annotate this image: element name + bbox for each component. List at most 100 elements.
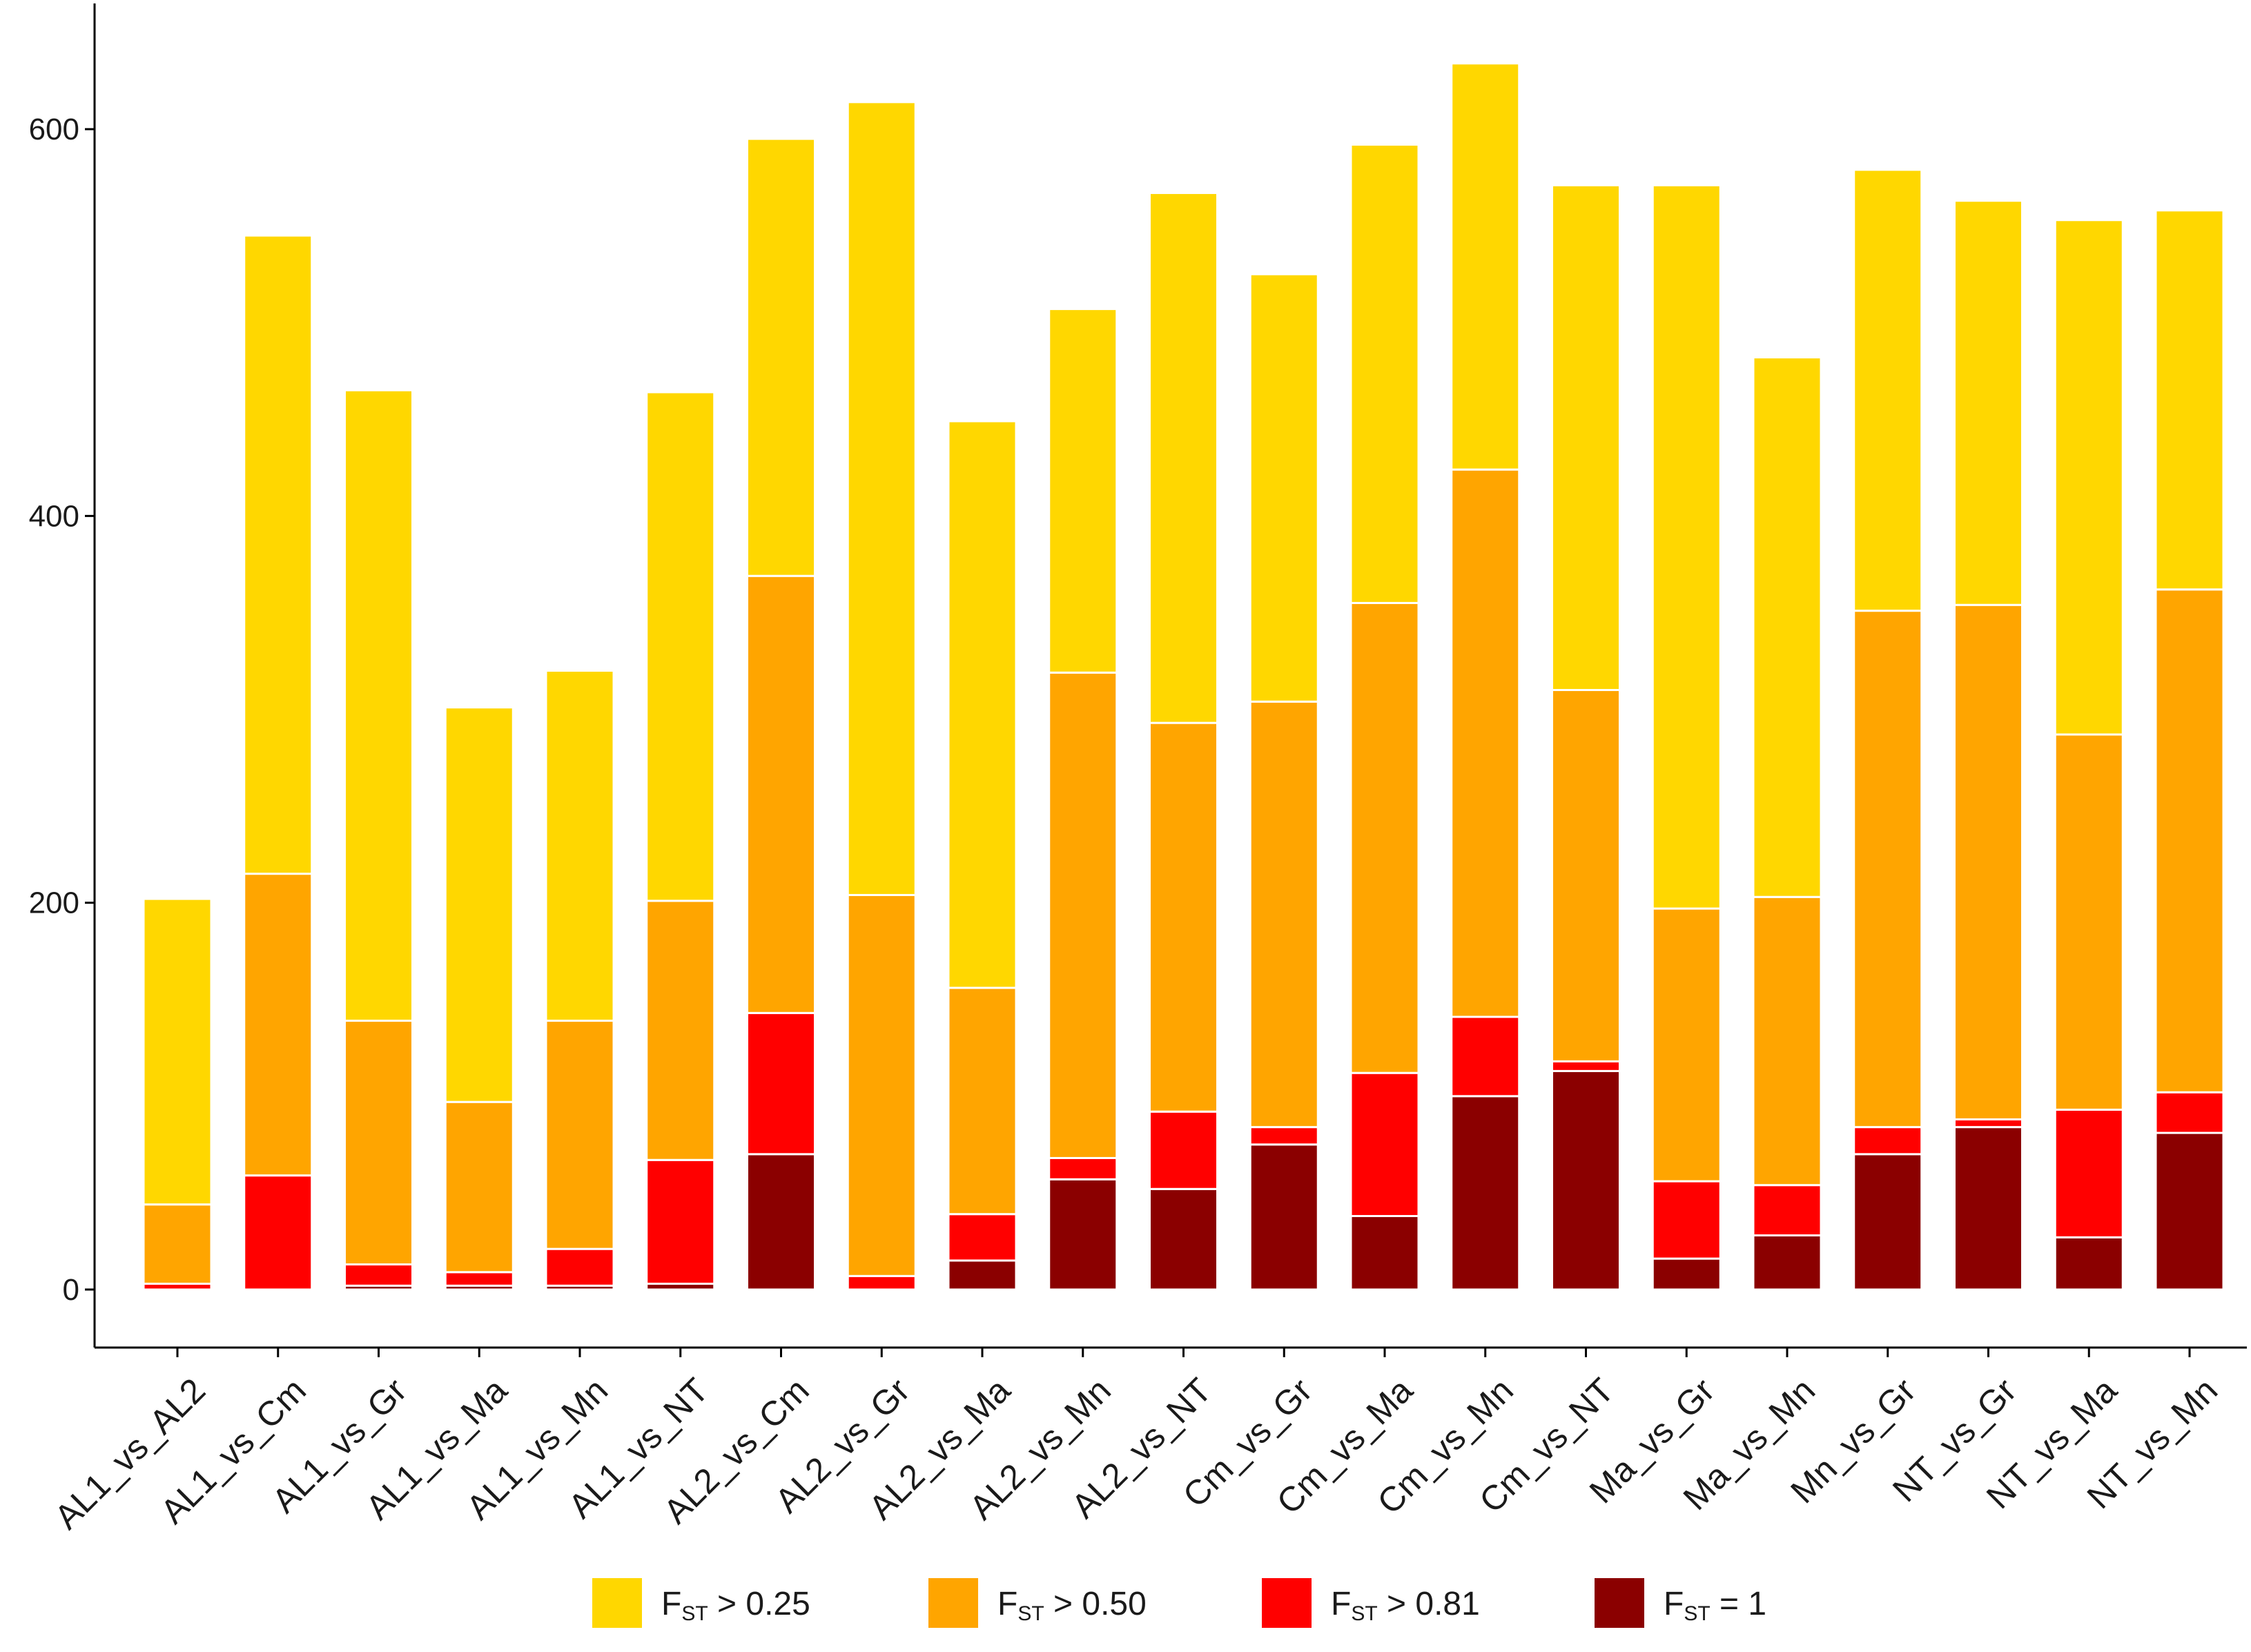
bar-segment: Mn_vs_Gr FST > 0.50: 267 [1853, 610, 1923, 1129]
bar-segment: AL2_vs_Ma FST > 0.81: 24 [947, 1213, 1017, 1262]
bar-stack-AL2_vs_Mn: AL2_vs_Mn FST = 1: 57AL2_vs_Mn FST > 0.8… [1048, 308, 1118, 1291]
bar-segment: AL1_vs_Ma FST > 0.50: 88 [444, 1100, 514, 1274]
bar-segment: Cm_vs_Ma FST > 0.81: 74 [1349, 1071, 1420, 1218]
bar-segment: Ma_vs_Mn FST > 0.25: 279 [1752, 356, 1822, 898]
bar-segment: AL1_vs_AL2 FST > 0.50: 41 [142, 1203, 213, 1285]
bar-segment: Cm_vs_NT FST > 0.81: 5 [1551, 1060, 1621, 1072]
bar-segment: AL2_vs_Gr FST > 0.81: 7 [846, 1274, 917, 1291]
bar-stack-Cm_vs_Mn: Cm_vs_Mn FST = 1: 100Cm_vs_Mn FST > 0.81… [1450, 62, 1521, 1291]
bar-stack-AL2_vs_Gr: AL2_vs_Gr FST > 0.81: 7AL2_vs_Gr FST > 0… [846, 101, 917, 1291]
bar-segment: Cm_vs_NT FST > 0.25: 261 [1551, 184, 1621, 692]
bar-stack-NT_vs_Ma: NT_vs_Ma FST = 1: 27NT_vs_Ma FST > 0.81:… [2054, 219, 2124, 1291]
bar-segment: Cm_vs_NT FST = 1: 113 [1551, 1069, 1621, 1291]
bar-segment: AL2_vs_Mn FST > 0.25: 188 [1048, 308, 1118, 674]
bar-segment: Ma_vs_Mn FST > 0.81: 26 [1752, 1184, 1822, 1237]
bar-segment: AL1_vs_Mn FST > 0.50: 118 [545, 1020, 615, 1250]
bar-segment: AL1_vs_Ma FST > 0.25: 204 [444, 706, 514, 1103]
bar-segment: Cm_vs_NT FST > 0.50: 192 [1551, 689, 1621, 1062]
bar-segment: AL2_vs_Mn FST = 1: 57 [1048, 1178, 1118, 1291]
bar-segment: AL2_vs_NT FST > 0.81: 40 [1149, 1110, 1218, 1190]
x-ticks: AL1_vs_AL2AL1_vs_CmAL1_vs_GrAL1_vs_MaAL1… [47, 1348, 2225, 1537]
bar-segment: Cm_vs_Gr FST > 0.81: 9 [1249, 1126, 1319, 1146]
legend-swatch [1262, 1578, 1312, 1628]
bar-stack-AL1_vs_NT: AL1_vs_NT FST = 1: 3AL1_vs_NT FST > 0.81… [645, 391, 716, 1291]
bar-segment: AL2_vs_NT FST > 0.25: 274 [1149, 192, 1218, 724]
bar-segment: AL2_vs_Cm FST = 1: 70 [746, 1153, 816, 1291]
bar-stack-NT_vs_Gr: NT_vs_Gr FST = 1: 84NT_vs_Gr FST > 0.81:… [1953, 200, 2023, 1291]
legend-label: FST > 0.81 [1331, 1586, 1480, 1625]
bar-segment: NT_vs_Gr FST > 0.50: 266 [1953, 603, 2023, 1120]
bar-segment: AL2_vs_Cm FST > 0.25: 226 [746, 137, 816, 577]
legend-item: FST > 0.81 [1262, 1578, 1480, 1628]
y-tick-label: 600 [29, 113, 79, 146]
bar-segment: AL1_vs_NT FST > 0.25: 263 [645, 391, 716, 902]
bar-segment: AL2_vs_Ma FST = 1: 15 [947, 1259, 1017, 1291]
bar-segment: AL1_vs_Cm FST > 0.81: 59 [243, 1174, 313, 1291]
bar-segment: NT_vs_Mn FST > 0.81: 21 [2154, 1091, 2225, 1134]
bar-segment: AL1_vs_NT FST > 0.50: 134 [645, 900, 716, 1161]
bar-segment: AL1_vs_NT FST > 0.81: 64 [645, 1158, 716, 1285]
legend: FST > 0.25 FST > 0.50 FST > 0.81 FST = 1 [592, 1578, 1766, 1628]
bar-segment: AL2_vs_Gr FST > 0.25: 410 [846, 101, 917, 896]
bar-segment: AL2_vs_Ma FST > 0.50: 117 [947, 987, 1017, 1216]
bar-segment: NT_vs_Ma FST > 0.50: 194 [2054, 733, 2124, 1111]
bar-segment: NT_vs_Gr FST = 1: 84 [1953, 1126, 2023, 1291]
y-tick-label: 0 [63, 1273, 79, 1307]
bar-segment: Ma_vs_Gr FST = 1: 16 [1651, 1257, 1722, 1291]
bar-stack-Ma_vs_Gr: Ma_vs_Gr FST = 1: 16Ma_vs_Gr FST > 0.81:… [1651, 184, 1722, 1291]
bar-segment: AL2_vs_Mn FST > 0.81: 11 [1048, 1156, 1118, 1180]
bar-segment: AL1_vs_Ma FST > 0.81: 7 [444, 1271, 514, 1287]
bar-segment: Ma_vs_Mn FST > 0.50: 149 [1752, 895, 1822, 1187]
bar-stack-AL1_vs_AL2: AL1_vs_AL2 FST > 0.81: 3AL1_vs_AL2 FST >… [142, 897, 213, 1291]
bar-segment: Cm_vs_Mn FST > 0.25: 210 [1450, 62, 1521, 471]
bar-segment: NT_vs_Gr FST > 0.81: 4 [1953, 1118, 2023, 1129]
bar-segment: AL2_vs_Ma FST > 0.25: 293 [947, 420, 1017, 989]
bar-segment: Cm_vs_Gr FST > 0.25: 221 [1249, 273, 1319, 703]
legend-item: FST > 0.50 [928, 1578, 1147, 1628]
bar-stack-Mn_vs_Gr: Mn_vs_Gr FST = 1: 70Mn_vs_Gr FST > 0.81:… [1853, 168, 1923, 1291]
bar-segment: Mn_vs_Gr FST > 0.81: 14 [1853, 1126, 1923, 1156]
bar-stack-AL2_vs_Ma: AL2_vs_Ma FST = 1: 15AL2_vs_Ma FST > 0.8… [947, 420, 1017, 1291]
bar-segment: AL2_vs_Gr FST > 0.50: 197 [846, 893, 917, 1277]
bar-stack-Cm_vs_Gr: Cm_vs_Gr FST = 1: 75Cm_vs_Gr FST > 0.81:… [1249, 273, 1319, 1291]
bar-stack-AL2_vs_Cm: AL2_vs_Cm FST = 1: 70AL2_vs_Cm FST > 0.8… [746, 137, 816, 1291]
bar-segment: AL2_vs_Mn FST > 0.50: 251 [1048, 671, 1118, 1159]
bar-segment: Mn_vs_Gr FST > 0.25: 228 [1853, 168, 1923, 612]
legend-item: FST > 0.25 [592, 1578, 810, 1628]
bar-segment: AL1_vs_Mn FST > 0.81: 19 [545, 1247, 615, 1287]
bar-segment: Ma_vs_Mn FST = 1: 28 [1752, 1234, 1822, 1291]
bar-segment: Cm_vs_Mn FST > 0.81: 41 [1450, 1016, 1521, 1098]
bar-segment: AL1_vs_AL2 FST > 0.25: 158 [142, 897, 213, 1206]
bar-segment: AL1_vs_Gr FST > 0.81: 11 [344, 1263, 413, 1287]
bar-segment: AL2_vs_NT FST > 0.50: 201 [1149, 721, 1218, 1113]
legend-swatch [928, 1578, 978, 1628]
bar-segment: Ma_vs_Gr FST > 0.50: 141 [1651, 907, 1722, 1183]
bar-segment: AL1_vs_Mn FST > 0.25: 181 [545, 669, 615, 1022]
bar-segment: AL2_vs_NT FST = 1: 52 [1149, 1187, 1218, 1291]
y-tick-label: 200 [29, 886, 79, 920]
bar-segment: NT_vs_Ma FST > 0.25: 266 [2054, 219, 2124, 736]
bar-segment: Ma_vs_Gr FST > 0.81: 40 [1651, 1180, 1722, 1260]
bar-segment: NT_vs_Ma FST = 1: 27 [2054, 1236, 2124, 1291]
legend-item: FST = 1 [1595, 1578, 1766, 1628]
bar-segment: AL2_vs_Cm FST > 0.81: 73 [746, 1011, 816, 1156]
bar-segment: Cm_vs_Mn FST = 1: 100 [1450, 1095, 1521, 1291]
bar-segment: NT_vs_Gr FST > 0.25: 209 [1953, 200, 2023, 606]
bar-segment: Cm_vs_Ma FST = 1: 38 [1349, 1215, 1420, 1291]
legend-label: FST > 0.25 [661, 1586, 810, 1625]
bar-segment: Cm_vs_Mn FST > 0.50: 283 [1450, 468, 1521, 1018]
bar-segment: Cm_vs_Gr FST > 0.50: 220 [1249, 700, 1319, 1129]
bar-segment: Cm_vs_Ma FST > 0.25: 237 [1349, 144, 1420, 604]
bar-segment: NT_vs_Ma FST > 0.81: 66 [2054, 1108, 2124, 1238]
bar-segment: AL1_vs_Cm FST > 0.25: 330 [243, 234, 313, 875]
bar-segment: Cm_vs_Ma FST > 0.50: 243 [1349, 601, 1420, 1074]
bar-segment: Ma_vs_Gr FST > 0.25: 374 [1651, 184, 1722, 910]
bar-stack-Cm_vs_Ma: Cm_vs_Ma FST = 1: 38Cm_vs_Ma FST > 0.81:… [1349, 144, 1420, 1291]
bar-segment: NT_vs_Mn FST = 1: 81 [2154, 1131, 2225, 1291]
y-tick-label: 400 [29, 499, 79, 533]
bar-segment: AL1_vs_Gr FST > 0.25: 326 [344, 389, 413, 1022]
bar-segment: AL1_vs_Cm FST > 0.50: 156 [243, 873, 313, 1177]
